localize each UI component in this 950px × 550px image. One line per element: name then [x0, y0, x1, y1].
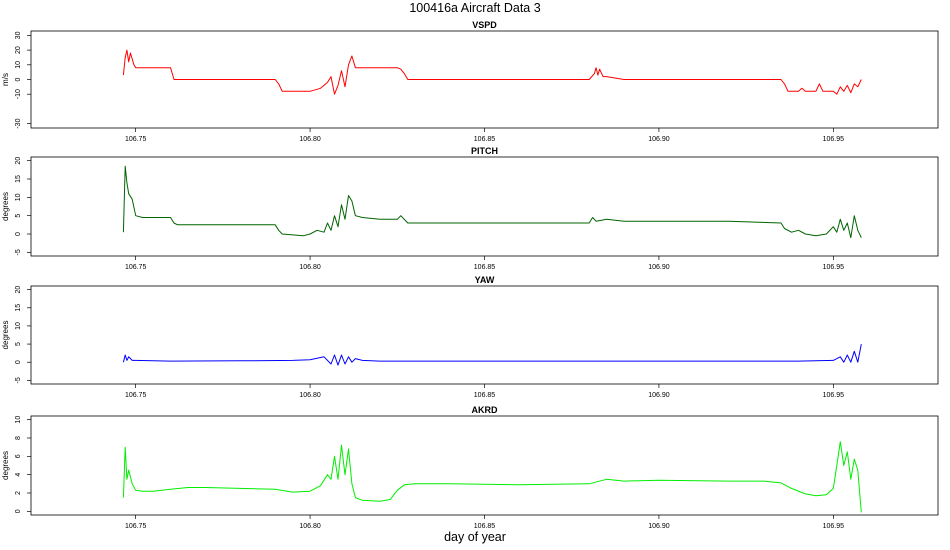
x-tick-label: 106.95	[823, 264, 845, 271]
series-line-pitch	[122, 165, 862, 239]
y-axis-label: m/s	[1, 73, 10, 86]
plot-frame	[30, 156, 939, 257]
x-tick-label: 106.90	[648, 136, 670, 143]
panel-pitch: PITCH 106.75 106.80 106.85 106.90 106.95 -5 0 5 1…	[1, 146, 939, 271]
y-tick-label: 0	[15, 360, 22, 364]
y-tick-label: 15	[15, 304, 22, 312]
y-tick-label: -10	[15, 89, 22, 99]
x-tick-label: 106.80	[299, 264, 321, 271]
y-tick-label: 0	[15, 232, 22, 236]
x-tick-label: 106.95	[823, 523, 845, 530]
x-tick-label: 106.80	[299, 523, 321, 530]
panel-title: AKRD	[472, 405, 498, 415]
x-tick-label: 106.75	[125, 136, 147, 143]
x-tick-label: 106.90	[648, 523, 670, 530]
y-tick-label: 10	[15, 61, 22, 69]
x-tick-label: 106.95	[823, 392, 845, 399]
x-tick-label: 106.75	[125, 392, 147, 399]
series-line-vspd	[122, 49, 862, 95]
panel-title: YAW	[475, 275, 495, 285]
y-tick-label: 20	[15, 286, 22, 294]
y-tick-label: 30	[15, 31, 22, 39]
x-tick-label: 106.85	[474, 136, 496, 143]
y-tick-label: 15	[15, 175, 22, 183]
y-tick-label: -5	[15, 249, 22, 255]
y-tick-label: 0	[15, 77, 22, 81]
x-tick-label: 106.85	[474, 392, 496, 399]
figure-title: 100416a Aircraft Data 3	[409, 1, 541, 15]
x-axis-label: day of year	[444, 530, 506, 544]
x-tick-label: 106.85	[474, 523, 496, 530]
y-tick-label: -30	[15, 118, 22, 128]
y-axis-label: degrees	[1, 192, 10, 221]
x-tick-label: 106.90	[648, 264, 670, 271]
y-tick-label: 10	[15, 193, 22, 201]
y-tick-label: 5	[15, 214, 22, 218]
y-tick-label: 0	[15, 509, 22, 513]
y-axis-label: degrees	[1, 451, 10, 480]
x-tick-label: 106.90	[648, 392, 670, 399]
plot-frame	[30, 415, 939, 516]
x-tick-label: 106.95	[823, 136, 845, 143]
y-tick-label: 5	[15, 342, 22, 346]
x-tick-label: 106.80	[299, 392, 321, 399]
series-line-akrd	[122, 441, 862, 513]
y-tick-label: 20	[15, 157, 22, 165]
panel-title: VSPD	[472, 20, 497, 30]
panel-vspd: VSPD 106.75 106.80 106.85 106.90 106.95 -30 -10…	[1, 20, 939, 143]
y-tick-label: 10	[15, 322, 22, 330]
panel-akrd: AKRD 106.75 106.80 106.85 106.90 106.95 0 2 4 6 8 1…	[1, 405, 939, 530]
series-line-yaw	[122, 344, 862, 366]
y-tick-label: 4	[15, 473, 22, 477]
y-tick-label: 20	[15, 46, 22, 54]
panel-yaw: YAW 106.75 106.80 106.85 106.90 106.95 -5 0 5 10 1…	[1, 275, 939, 399]
y-tick-label: 8	[15, 436, 22, 440]
y-tick-label: 2	[15, 491, 22, 495]
plot-frame	[30, 285, 939, 385]
y-tick-label: -5	[15, 377, 22, 383]
panel-title: PITCH	[471, 146, 498, 156]
x-tick-label: 106.80	[299, 136, 321, 143]
x-tick-label: 106.75	[125, 264, 147, 271]
y-tick-label: 6	[15, 454, 22, 458]
x-tick-label: 106.85	[474, 264, 496, 271]
y-axis-label: degrees	[1, 321, 10, 350]
y-tick-label: 10	[15, 416, 22, 424]
x-tick-label: 106.75	[125, 523, 147, 530]
